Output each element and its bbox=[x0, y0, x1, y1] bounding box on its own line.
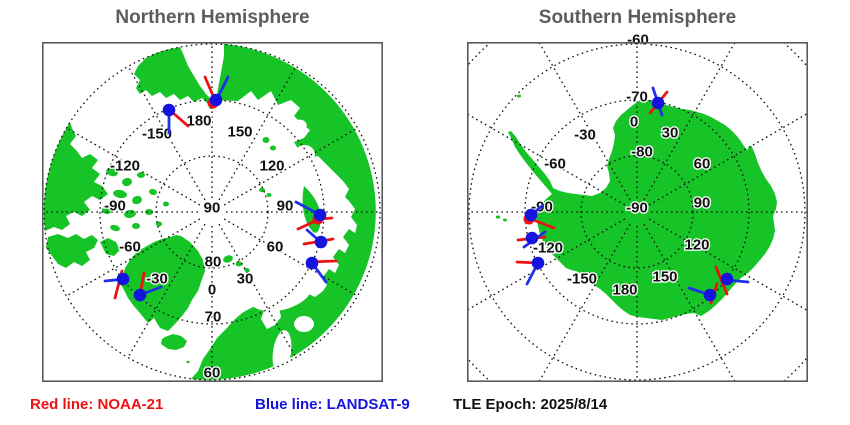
south-map-title: Southern Hemisphere bbox=[538, 7, 737, 28]
landsat9-position-dot bbox=[720, 272, 734, 286]
grid-label: -150 bbox=[142, 126, 172, 143]
satellite-markers bbox=[515, 86, 750, 305]
north-map-title: Northern Hemisphere bbox=[115, 7, 310, 28]
landsat9-position-dot bbox=[531, 256, 545, 270]
landsat9-position-dot bbox=[305, 256, 319, 270]
graticule bbox=[43, 43, 381, 381]
landsat9-position-dot bbox=[209, 93, 223, 107]
grid-label: -30 bbox=[574, 127, 596, 144]
landsat9-position-dot bbox=[651, 96, 665, 110]
grid-labels: 90 80 70 60 0 30 -30 60 -60 90 -90 120 -120 150 -150 18… bbox=[103, 111, 295, 383]
grid-label: -30 bbox=[146, 271, 168, 288]
grid-label: -80 bbox=[631, 144, 653, 161]
satellite-marker bbox=[294, 200, 334, 231]
satellite-marker bbox=[103, 269, 130, 300]
grid-label: -60 bbox=[627, 32, 649, 49]
landsat9-position-dot bbox=[525, 231, 539, 245]
satellite-markers bbox=[103, 75, 338, 302]
satellite-marker bbox=[162, 103, 190, 135]
grid-label: 0 bbox=[630, 114, 638, 131]
land-masses bbox=[43, 44, 376, 380]
satellite-marker bbox=[687, 282, 719, 305]
legend-noaa21: Red line: NOAA-21 bbox=[30, 396, 164, 413]
legend-tle-epoch: TLE Epoch: 2025/8/14 bbox=[453, 396, 608, 413]
landsat9-track-line bbox=[216, 75, 230, 99]
landsat9-position-dot bbox=[133, 288, 147, 302]
map-frame bbox=[467, 42, 808, 382]
grid-label: -60 bbox=[544, 156, 566, 173]
satellite-marker bbox=[714, 265, 750, 296]
satellite-marker bbox=[523, 204, 556, 230]
grid-label: 120 bbox=[684, 237, 709, 254]
satellite-marker bbox=[648, 86, 669, 117]
grid-label: 70 bbox=[205, 309, 222, 326]
grid-label: 60 bbox=[694, 156, 711, 173]
grid-label: 180 bbox=[186, 113, 211, 130]
grid-label: -90 bbox=[626, 200, 648, 217]
grid-label: 120 bbox=[259, 158, 284, 175]
satellite-marker bbox=[515, 256, 545, 286]
north-polar-map: 90 80 70 60 0 30 -30 60 -60 90 -90 120 -120 150 -150 18… bbox=[42, 42, 383, 383]
grid-label: 0 bbox=[208, 282, 216, 299]
landsat9-position-dot bbox=[116, 272, 130, 286]
landsat9-position-dot bbox=[314, 235, 328, 249]
grid-label: 180 bbox=[612, 282, 637, 299]
graticule bbox=[467, 42, 808, 382]
noaa21-track-line bbox=[529, 217, 556, 230]
grid-label: -60 bbox=[119, 239, 141, 256]
satellite-marker bbox=[305, 256, 338, 284]
grid-label: -150 bbox=[567, 271, 597, 288]
grid-labels: -90-80-70-60030-3060-6090-90120-120150-1… bbox=[530, 30, 712, 300]
satellite-marker bbox=[133, 271, 163, 302]
noaa21-track-line bbox=[170, 110, 190, 128]
grid-label: -90 bbox=[104, 198, 126, 215]
grid-label: 150 bbox=[227, 124, 252, 141]
grid-label: -120 bbox=[110, 158, 140, 175]
landsat9-position-dot bbox=[524, 208, 538, 222]
grid-label: 30 bbox=[662, 125, 679, 142]
grid-label: 90 bbox=[694, 195, 711, 212]
grid-label: -70 bbox=[626, 89, 648, 106]
grid-label: 80 bbox=[205, 254, 222, 271]
grid-label: 150 bbox=[652, 269, 677, 286]
satellite-marker bbox=[516, 230, 547, 249]
map-frame bbox=[42, 42, 383, 382]
landsat9-position-dot bbox=[162, 103, 176, 117]
grid-label: 60 bbox=[267, 239, 284, 256]
noaa21-track-line bbox=[203, 75, 216, 100]
grid-label: 90 bbox=[277, 198, 294, 215]
satellite-marker bbox=[302, 228, 335, 249]
legend-landsat9: Blue line: LANDSAT-9 bbox=[255, 396, 410, 413]
landsat9-position-dot bbox=[313, 208, 327, 222]
grid-label: 60 bbox=[204, 365, 221, 382]
south-polar-map: -90-80-70-60030-3060-6090-90120-120150-1… bbox=[467, 30, 808, 382]
land-masses bbox=[495, 94, 777, 320]
grid-label: 30 bbox=[237, 271, 254, 288]
landsat9-position-dot bbox=[703, 288, 717, 302]
grid-label: 90 bbox=[204, 200, 221, 217]
grid-label: -120 bbox=[533, 240, 563, 257]
satellite-marker bbox=[203, 75, 230, 109]
